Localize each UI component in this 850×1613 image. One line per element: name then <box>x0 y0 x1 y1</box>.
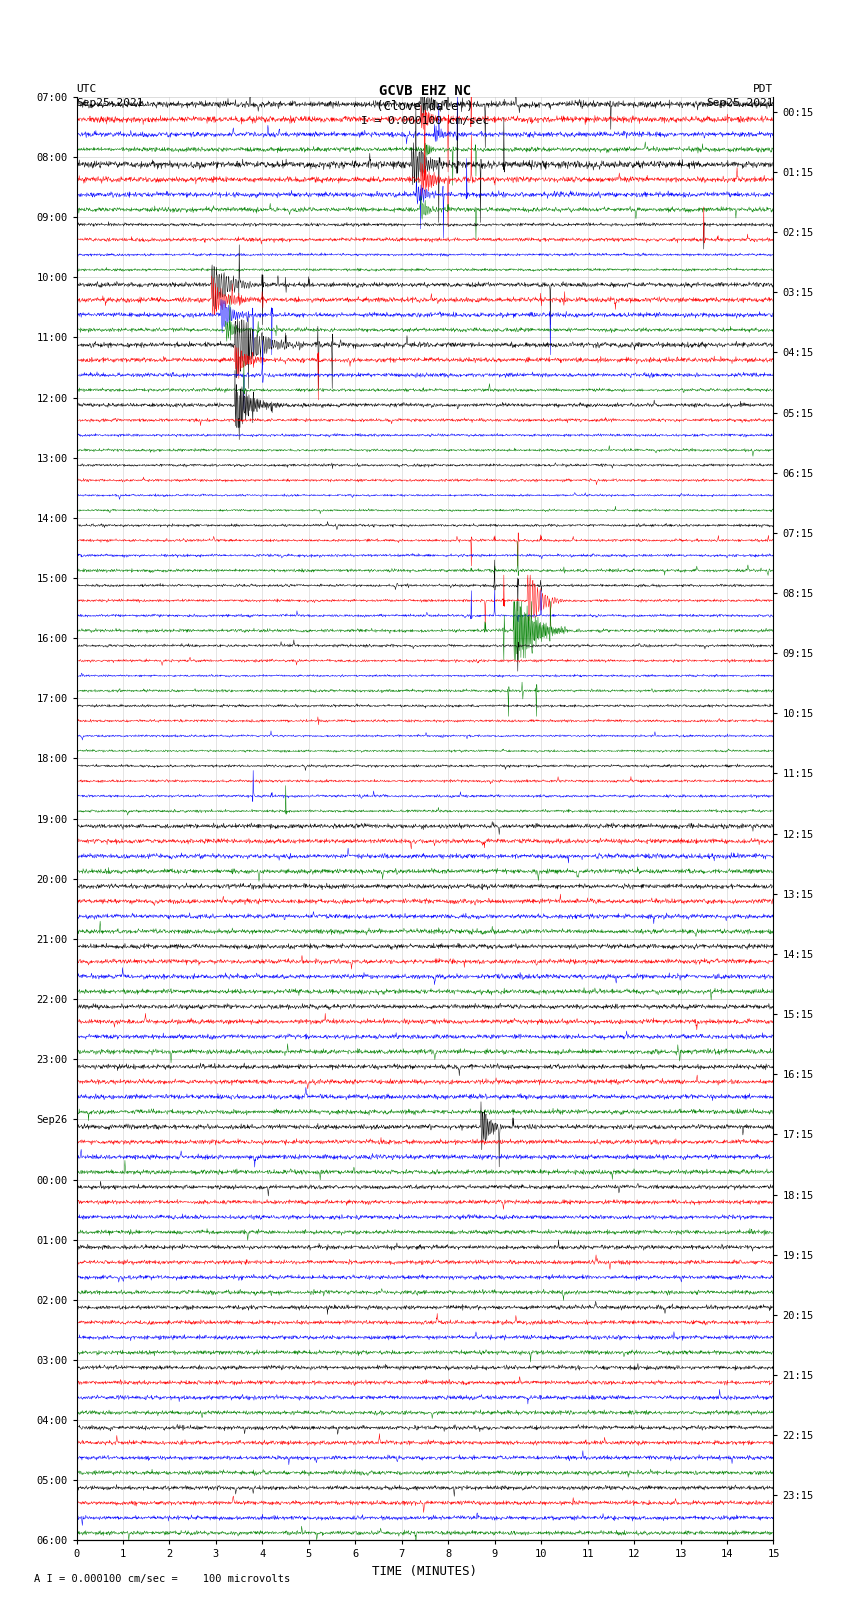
Text: Sep25,2021: Sep25,2021 <box>706 98 774 108</box>
Text: Sep25,2021: Sep25,2021 <box>76 98 144 108</box>
Text: I = 0.000100 cm/sec: I = 0.000100 cm/sec <box>361 116 489 126</box>
Text: A I = 0.000100 cm/sec =    100 microvolts: A I = 0.000100 cm/sec = 100 microvolts <box>34 1574 290 1584</box>
Text: UTC: UTC <box>76 84 97 94</box>
Text: GCVB EHZ NC: GCVB EHZ NC <box>379 84 471 98</box>
X-axis label: TIME (MINUTES): TIME (MINUTES) <box>372 1565 478 1578</box>
Text: (Cloverdale ): (Cloverdale ) <box>377 100 473 113</box>
Text: PDT: PDT <box>753 84 774 94</box>
